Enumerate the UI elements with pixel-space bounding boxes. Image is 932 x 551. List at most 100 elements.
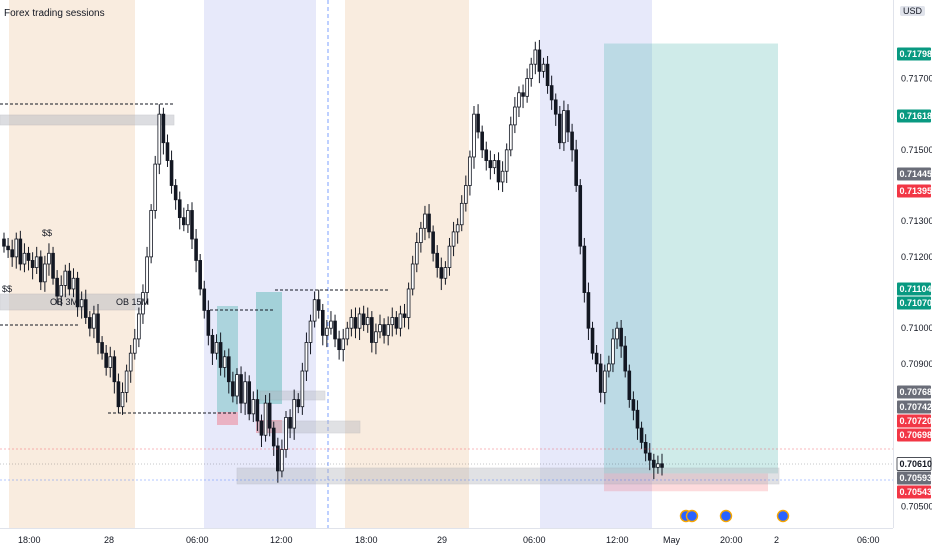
candle[interactable] (178, 192, 181, 230)
candle[interactable] (509, 117, 512, 157)
candle[interactable] (473, 106, 476, 169)
candle[interactable] (505, 143, 508, 183)
candle-body (522, 93, 525, 97)
candle[interactable] (321, 304, 324, 345)
chart-annotation: $$ (42, 228, 52, 238)
candle-body (554, 100, 557, 114)
candle[interactable] (174, 179, 177, 210)
economic-event-icon[interactable] (778, 511, 789, 522)
candle[interactable] (162, 108, 165, 155)
candle-body (636, 410, 639, 428)
candle[interactable] (534, 42, 537, 74)
candle-body (23, 253, 26, 264)
candle-body (366, 318, 369, 325)
candle-body (489, 161, 492, 168)
candle[interactable] (137, 308, 140, 348)
candle-body (268, 403, 271, 428)
candle[interactable] (513, 97, 516, 133)
candle[interactable] (522, 85, 525, 109)
candle-body (207, 310, 210, 335)
candle[interactable] (477, 104, 480, 138)
candle[interactable] (583, 238, 586, 303)
candle[interactable] (146, 247, 149, 304)
candle[interactable] (526, 68, 529, 102)
candle-body (15, 239, 18, 257)
candle[interactable] (158, 104, 161, 174)
candle-body (248, 382, 251, 414)
candle[interactable] (485, 142, 488, 171)
candle-body (473, 114, 476, 157)
candle-body (137, 314, 140, 339)
candle[interactable] (497, 152, 500, 190)
candle-body (211, 335, 214, 353)
mini-target-zone[interactable] (256, 292, 282, 404)
order-block-box[interactable] (0, 115, 174, 125)
candle[interactable] (330, 311, 333, 335)
candle-body (436, 253, 439, 267)
candle[interactable] (501, 161, 504, 192)
candle[interactable] (191, 202, 194, 249)
candle-body (481, 132, 484, 150)
candle[interactable] (199, 254, 202, 295)
candle-body (542, 64, 545, 71)
candle-body (485, 150, 488, 161)
candle-body (599, 364, 602, 393)
candle[interactable] (301, 363, 304, 415)
candle-body (39, 257, 42, 282)
candle[interactable] (317, 290, 320, 319)
chart-title: Forex trading sessions (4, 8, 105, 19)
candle[interactable] (518, 86, 521, 117)
candle-body (72, 278, 75, 289)
candle[interactable] (182, 208, 185, 232)
candle[interactable] (150, 204, 153, 263)
candle[interactable] (154, 156, 157, 219)
candle-body (297, 400, 300, 407)
candle-body (648, 453, 651, 460)
time-axis[interactable] (0, 528, 893, 551)
candle[interactable] (3, 233, 6, 253)
candle[interactable] (481, 126, 484, 158)
candle-body (276, 446, 279, 471)
candle-body (301, 371, 304, 407)
candle-body (505, 150, 508, 171)
candle-body (203, 289, 206, 310)
candle[interactable] (579, 179, 582, 254)
candle-body (403, 314, 406, 318)
candle-body (330, 321, 333, 328)
candle-body (583, 246, 586, 292)
candle[interactable] (342, 329, 345, 361)
candle[interactable] (195, 229, 198, 272)
candle[interactable] (334, 315, 337, 347)
candle[interactable] (248, 375, 251, 420)
candle-body (513, 107, 516, 125)
candle-body (640, 428, 643, 442)
liquidity-box[interactable] (237, 468, 779, 484)
candle[interactable] (187, 204, 190, 233)
candle[interactable] (493, 154, 496, 174)
price-axis[interactable] (893, 0, 932, 528)
candle-body (215, 342, 218, 353)
economic-event-icon[interactable] (687, 511, 698, 522)
candle-body (285, 417, 288, 449)
candle-body (256, 400, 259, 421)
candle-body (321, 310, 324, 335)
candle[interactable] (166, 134, 169, 166)
candle[interactable] (338, 331, 341, 360)
candle[interactable] (530, 58, 533, 87)
candle-body (342, 339, 345, 350)
candle-body (338, 339, 341, 350)
candle-body (166, 143, 169, 161)
candle-body (162, 114, 165, 143)
candle-body (309, 321, 312, 342)
economic-event-icon[interactable] (721, 511, 732, 522)
candle[interactable] (170, 151, 173, 194)
long-target-zone[interactable] (604, 44, 778, 474)
candle[interactable] (489, 151, 492, 180)
mini-stop-zone[interactable] (217, 412, 238, 425)
candle-body (272, 428, 275, 446)
candle-body (121, 392, 124, 406)
candle-body (244, 382, 247, 403)
currency-label[interactable]: USD (900, 6, 925, 16)
candle-body (448, 246, 451, 267)
